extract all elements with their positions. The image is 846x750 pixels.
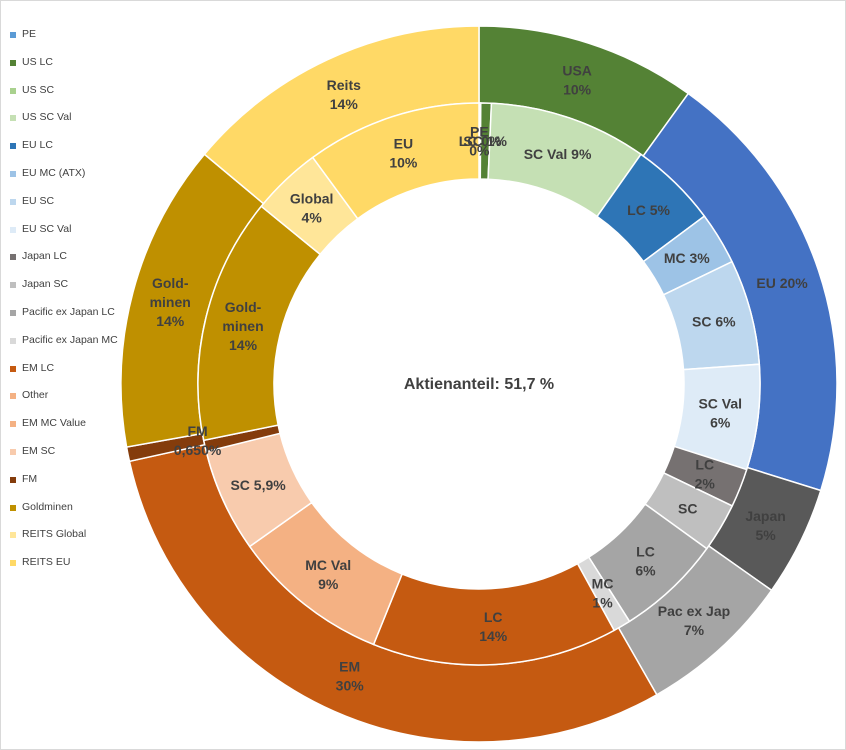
legend-swatch (10, 393, 16, 400)
inner-label-japan-lc: LC 2% (695, 456, 716, 491)
outer-label-reits: Reits 14% (327, 77, 361, 112)
legend-label: Pacific ex Japan MC (22, 333, 118, 346)
inner-slice-reits-eu (311, 102, 480, 220)
inner-label-pacific-ex-japan-mc: MC 1% (592, 576, 614, 611)
legend-swatch (10, 143, 16, 150)
inner-label-us-sc: SC 1% (463, 133, 507, 149)
outer-label-usa: USA 10% (562, 62, 592, 97)
legend-item-pacific-ex-japan-mc: Pacific ex Japan MC (8, 334, 120, 362)
inner-label-eu-lc: LC 5% (627, 202, 670, 218)
legend-swatch (10, 59, 16, 66)
legend-swatch (10, 32, 16, 38)
inner-label-goldminen: Gold-minen 14% (222, 299, 263, 353)
legend: PE US LC US SC US SC Val EU LC EU MC (ATX) EU … (8, 28, 120, 584)
legend-item-goldminen: Goldminen (8, 501, 120, 529)
outer-label-eu: EU 20% (756, 275, 808, 291)
legend-item-us-lc: US LC (8, 56, 120, 84)
legend-item-em-lc: EM LC (8, 362, 120, 390)
outer-label-fm: FM 0,650% (174, 423, 222, 458)
center-label: Aktienanteil: 51,7 % (404, 376, 554, 393)
legend-label: EM LC (22, 361, 55, 374)
inner-label-pe: PE 0% (469, 124, 490, 159)
legend-swatch (10, 532, 16, 539)
legend-label: Pacific ex Japan LC (22, 305, 115, 318)
legend-label: EM MC Value (22, 417, 86, 430)
inner-label-reits-global: Global 4% (290, 190, 334, 225)
legend-label: FM (22, 472, 38, 485)
legend-swatch (10, 476, 16, 483)
legend-item-us-sc-val: US SC Val (8, 111, 120, 139)
legend-label: Goldminen (22, 500, 73, 513)
legend-label: REITS Global (22, 528, 87, 541)
legend-label: Japan LC (22, 250, 67, 263)
outer-label-goldminen: Gold-minen 14% (150, 275, 191, 329)
legend-item-eu-sc: EU SC (8, 195, 120, 223)
legend-item-pacific-ex-japan-lc: Pacific ex Japan LC (8, 306, 120, 334)
legend-label: EU SC (22, 194, 55, 207)
legend-swatch (10, 115, 16, 122)
legend-item-japan-sc: Japan SC (8, 278, 120, 306)
legend-label: REITS EU (22, 556, 71, 569)
legend-label: US LC (22, 55, 53, 68)
legend-swatch (10, 254, 16, 261)
legend-label: EU LC (22, 139, 53, 152)
legend-swatch (10, 337, 16, 344)
legend-swatch (10, 170, 16, 177)
legend-label: EM SC (22, 444, 56, 457)
legend-swatch (10, 309, 16, 316)
inner-label-em-sc: SC 5,9% (230, 477, 286, 493)
inner-label-reits-eu: EU 10% (389, 136, 418, 171)
outer-label-pac-ex-jap: Pac ex Jap 7% (658, 603, 730, 638)
legend-label: Other (22, 389, 49, 402)
outer-label-em: EM 30% (336, 659, 365, 694)
legend-item-us-sc: US SC (8, 84, 120, 112)
legend-swatch (10, 87, 16, 94)
legend-label: EU SC Val (22, 222, 72, 235)
legend-swatch (10, 504, 16, 511)
legend-swatch (10, 282, 16, 289)
legend-label: EU MC (ATX) (22, 166, 86, 179)
legend-item-fm: FM (8, 473, 120, 501)
inner-label-us-sc-val: SC Val 9% (524, 146, 592, 162)
inner-label-em-lc: LC 14% (479, 609, 508, 644)
legend-item-reits-global: REITS Global (8, 528, 120, 556)
legend-item-eu-mc-atx: EU MC (ATX) (8, 167, 120, 195)
legend-swatch (10, 198, 16, 205)
outer-label-japan: Japan 5% (745, 508, 785, 543)
legend-item-em-sc: EM SC (8, 445, 120, 473)
legend-item-pe: PE (8, 28, 120, 56)
legend-item-eu-lc: EU LC (8, 139, 120, 167)
legend-label: Japan SC (22, 278, 69, 291)
inner-label-us-lc: LC 0% (459, 133, 502, 149)
inner-label-japan-sc: SC (678, 500, 697, 516)
inner-label-eu-sc: SC 6% (692, 313, 736, 329)
legend-swatch (10, 421, 16, 428)
legend-swatch (10, 560, 16, 567)
inner-label-eu-sc-val: SC Val 6% (698, 395, 742, 430)
legend-label: US SC (22, 83, 55, 96)
legend-item-em-mc-value: EM MC Value (8, 417, 120, 445)
legend-swatch (10, 226, 16, 233)
legend-item-japan-lc: Japan LC (8, 250, 120, 278)
legend-item-reits-eu: REITS EU (8, 556, 120, 584)
legend-item-eu-sc-val: EU SC Val (8, 223, 120, 251)
legend-swatch (10, 365, 16, 372)
inner-label-eu-mc-atx: MC 3% (664, 250, 710, 266)
inner-label-pacific-ex-japan-lc: LC 6% (635, 543, 656, 578)
legend-label: PE (22, 28, 37, 40)
legend-item-other: Other (8, 389, 120, 417)
inner-label-em-mc-value: MC Val 9% (305, 557, 351, 592)
legend-label: US SC Val (22, 111, 72, 124)
legend-swatch (10, 448, 16, 455)
